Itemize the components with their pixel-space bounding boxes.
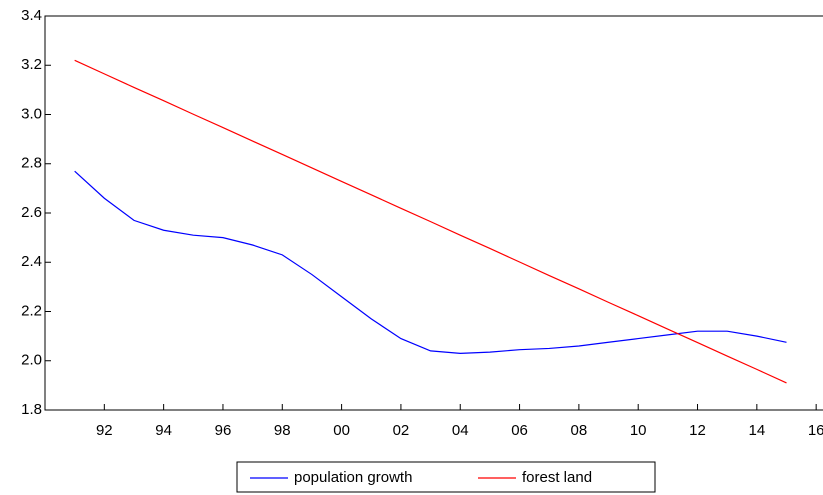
x-tick-label: 14 [748,422,765,439]
x-tick-label: 02 [393,422,410,439]
x-tick-label: 06 [511,422,528,439]
x-tick-label: 04 [452,422,469,439]
x-tick-label: 94 [155,422,172,439]
legend-box [236,461,656,493]
x-tick-label: 98 [274,422,291,439]
y-tick-label: 2.6 [21,204,42,221]
x-tick-label: 16 [808,422,823,439]
x-tick-label: 10 [630,422,647,439]
y-tick-label: 2.2 [21,302,42,319]
y-tick-label: 2.4 [21,253,42,270]
x-tick-label: 96 [215,422,232,439]
legend-label: population growth [294,469,412,486]
x-tick-label: 92 [96,422,113,439]
x-tick-label: 00 [333,422,350,439]
x-tick-label: 12 [689,422,706,439]
y-tick-label: 3.2 [21,56,42,73]
series-line [74,59,787,384]
y-tick-label: 2.0 [21,352,42,369]
y-tick-label: 3.0 [21,105,42,122]
x-tick-label: 08 [571,422,588,439]
y-tick-label: 3.4 [21,7,42,24]
y-tick-label: 2.8 [21,155,42,172]
y-tick-label: 1.8 [21,401,42,418]
legend-label: forest land [522,469,592,486]
series-line [74,170,787,354]
